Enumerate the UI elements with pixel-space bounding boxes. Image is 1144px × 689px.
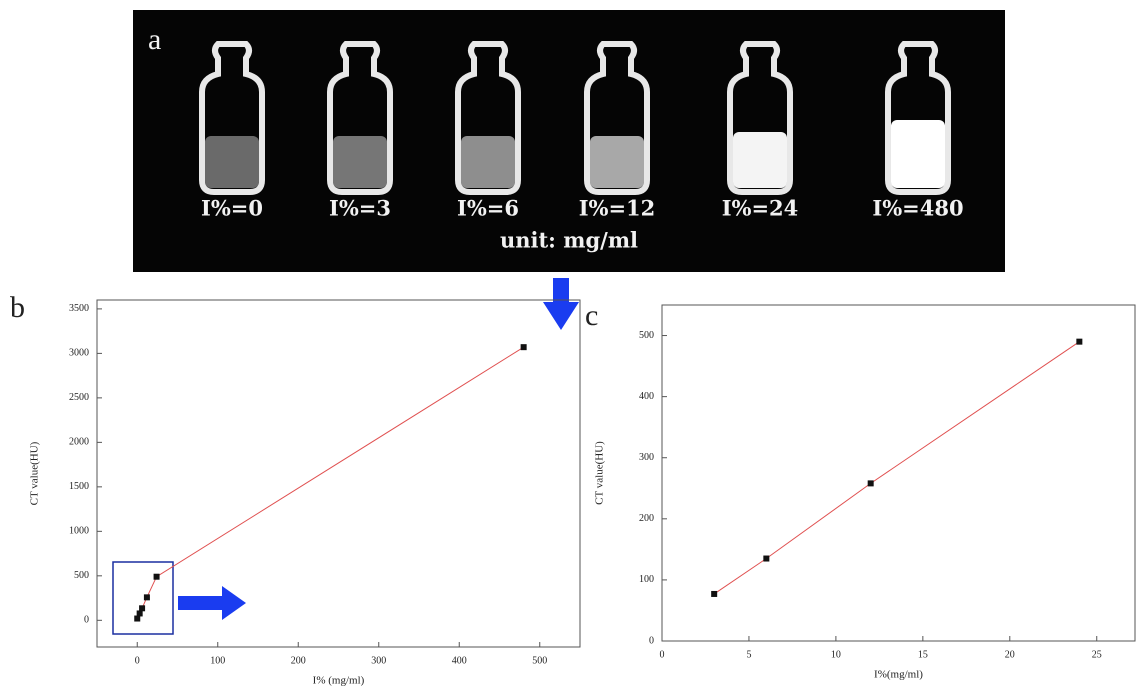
zoom-box — [112, 561, 174, 635]
y-tick-label: 1000 — [69, 526, 89, 537]
data-point — [1076, 338, 1083, 345]
vial-liquid — [461, 136, 515, 188]
y-tick-label: 300 — [639, 452, 654, 463]
data-point — [136, 610, 143, 617]
data-point — [867, 480, 874, 487]
vial-liquid — [733, 132, 787, 188]
data-point — [143, 594, 150, 601]
plot-frame — [96, 299, 581, 648]
data-point — [153, 573, 160, 580]
panel-letter: b — [10, 291, 25, 324]
vial — [199, 41, 265, 195]
x-tick-label: 300 — [371, 655, 386, 666]
panel-letter: a — [148, 23, 161, 56]
vial — [584, 41, 650, 195]
vial-caption: I%=6 — [457, 196, 519, 221]
x-tick-label: 10 — [831, 649, 841, 660]
vial — [885, 41, 951, 195]
vial-caption: I%=3 — [329, 196, 391, 221]
fit-line — [713, 341, 1080, 595]
data-point — [520, 344, 527, 351]
x-tick-label: 500 — [532, 655, 547, 666]
vial-caption: I%=480 — [872, 196, 963, 221]
y-tick-label: 500 — [74, 570, 89, 581]
y-tick-label: 200 — [639, 513, 654, 524]
x-tick-label: 25 — [1092, 649, 1102, 660]
vial — [727, 41, 793, 195]
y-tick-label: 500 — [639, 330, 654, 341]
y-tick-label: 2500 — [69, 392, 89, 403]
vial-caption: I%=24 — [722, 196, 799, 221]
vial-caption: I%=0 — [201, 196, 263, 221]
right-arrow — [178, 586, 246, 620]
vial-liquid — [590, 136, 644, 188]
x-tick-label: 15 — [918, 649, 928, 660]
vial-liquid — [891, 120, 945, 188]
x-tick-label: 400 — [452, 655, 467, 666]
y-tick-label: 2000 — [69, 437, 89, 448]
image-panel — [133, 10, 1005, 272]
x-tick-label: 5 — [746, 649, 751, 660]
vial — [455, 41, 521, 195]
data-point — [134, 615, 141, 622]
y-axis-label: CT value(HU) — [29, 441, 41, 505]
x-axis-label: I% (mg/ml) — [313, 675, 365, 687]
data-point — [139, 605, 146, 612]
x-tick-label: 100 — [210, 655, 225, 666]
vial-caption: I%=12 — [579, 196, 656, 221]
x-tick-label: 0 — [660, 649, 665, 660]
data-point — [711, 590, 718, 597]
y-tick-label: 100 — [639, 574, 654, 585]
y-tick-label: 1500 — [69, 481, 89, 492]
unit-label: unit: mg/ml — [500, 228, 638, 253]
y-tick-label: 3000 — [69, 348, 89, 359]
x-axis-label: I%(mg/ml) — [874, 669, 923, 681]
x-tick-label: 200 — [291, 655, 306, 666]
vial-liquid — [333, 136, 387, 188]
vial-liquid — [205, 136, 259, 188]
y-tick-label: 0 — [84, 615, 89, 626]
vial — [327, 41, 393, 195]
down-arrow — [543, 278, 579, 330]
panel-letter: c — [585, 299, 598, 332]
y-tick-label: 400 — [639, 391, 654, 402]
x-tick-label: 20 — [1005, 649, 1015, 660]
y-tick-label: 3500 — [69, 303, 89, 314]
fit-line — [136, 346, 524, 619]
y-axis-label: CT value(HU) — [594, 441, 606, 505]
x-tick-label: 0 — [135, 655, 140, 666]
y-tick-label: 0 — [649, 635, 654, 646]
plot-frame — [661, 304, 1136, 642]
data-point — [763, 555, 770, 562]
